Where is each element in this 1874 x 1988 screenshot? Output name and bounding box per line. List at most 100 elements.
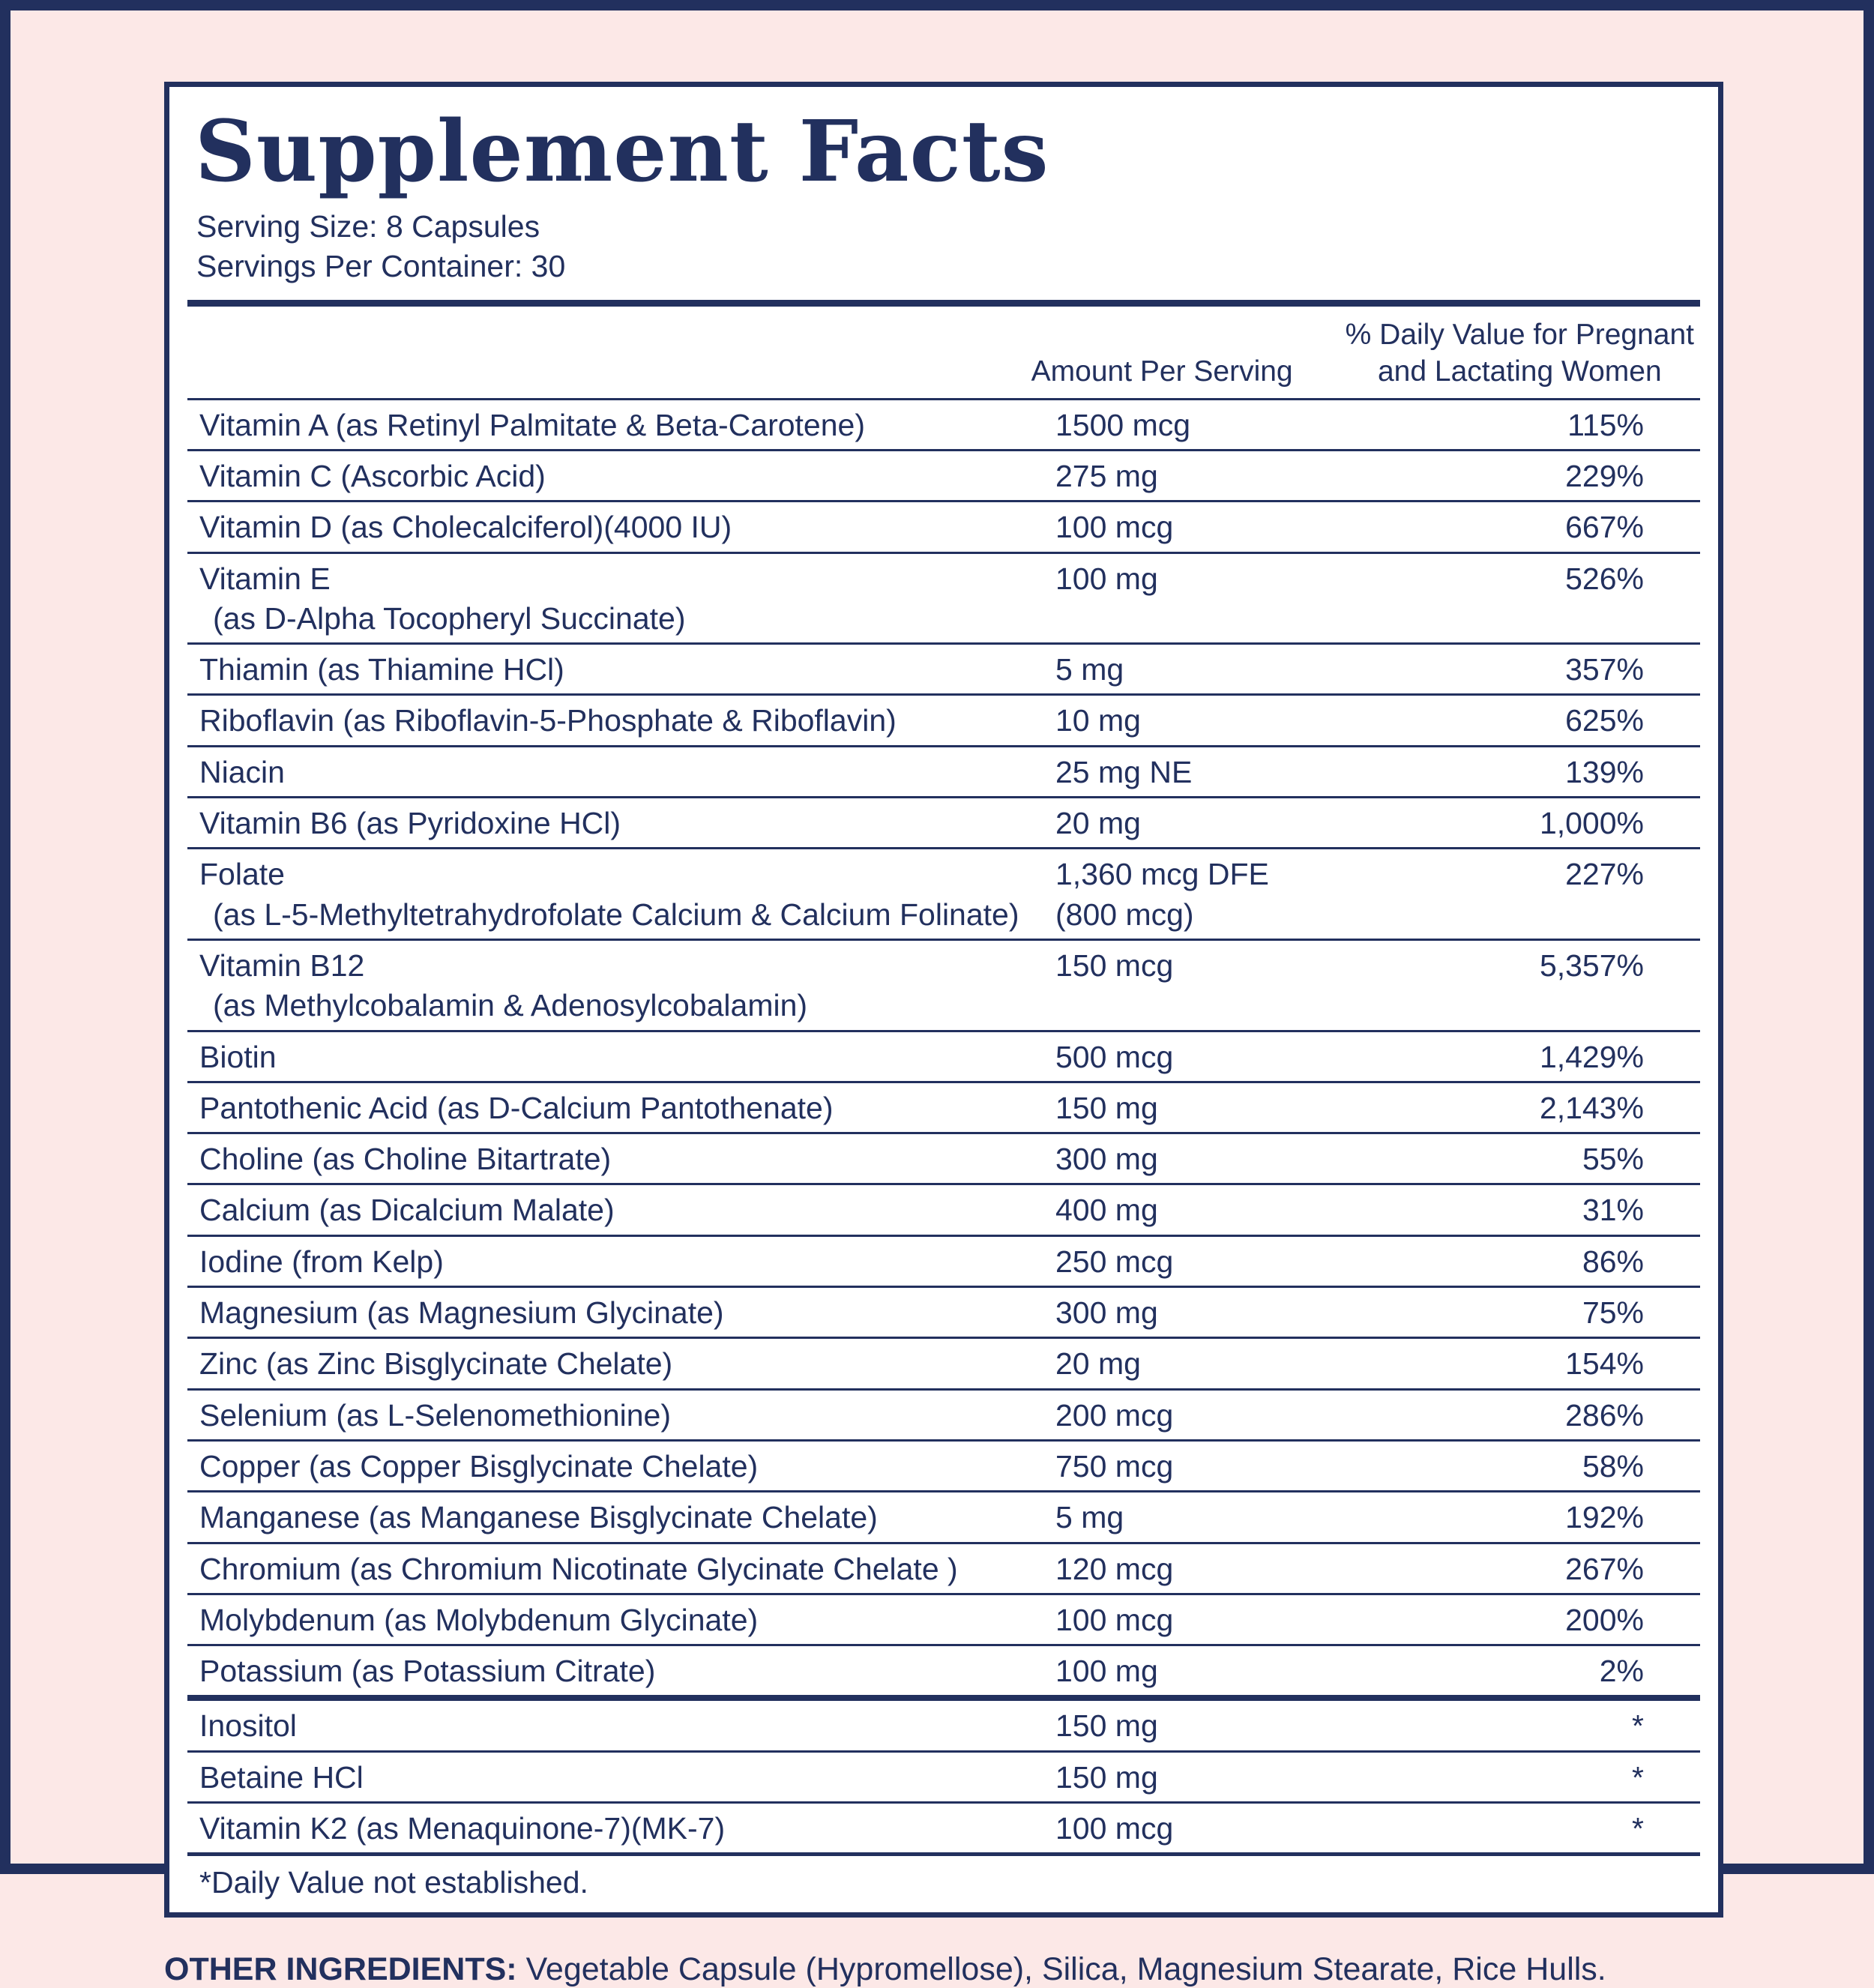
table-row: Calcium (as Dicalcium Malate) 400 mg 31% bbox=[187, 1183, 1700, 1234]
nutrient-daily-value: 75% bbox=[1582, 1295, 1644, 1331]
table-row: Vitamin B6 (as Pyridoxine HCl) 20 mg 1,000… bbox=[187, 796, 1700, 847]
nutrient-name: Niacin bbox=[199, 754, 285, 789]
nutrient-name: Zinc (as Zinc Bisglycinate Chelate) bbox=[199, 1346, 673, 1382]
table-row: Chromium (as Chromium Nicotinate Glycina… bbox=[187, 1541, 1700, 1593]
table-row: Potassium (as Potassium Citrate) 100 mg 2% bbox=[187, 1644, 1700, 1695]
nutrient-daily-value: * bbox=[1632, 1708, 1644, 1744]
nutrient-name: Vitamin E (as D-Alpha Tocopheryl Succinat… bbox=[199, 561, 686, 636]
nutrient-name: Inositol bbox=[199, 1708, 297, 1744]
nutrient-amount: 750 mcg bbox=[1055, 1448, 1174, 1484]
nutrient-name: Selenium (as L-Selenomethionine) bbox=[199, 1397, 672, 1433]
nutrient-name: Folate (as L-5-Methyltetrahydrofolate Cal… bbox=[199, 857, 1019, 932]
facts-rows: Vitamin A (as Retinyl Palmitate & Beta-C… bbox=[187, 397, 1700, 1696]
nutrient-name: Betaine HCl bbox=[199, 1759, 364, 1795]
table-row: Iodine (from Kelp) 250 mcg 86% bbox=[187, 1234, 1700, 1286]
nutrient-daily-value: 667% bbox=[1565, 510, 1644, 545]
nutrient-daily-value: 526% bbox=[1565, 561, 1644, 596]
nutrient-name: Chromium (as Chromium Nicotinate Glycina… bbox=[199, 1551, 958, 1586]
table-row: Riboflavin (as Riboflavin-5-Phosphate & … bbox=[187, 693, 1700, 744]
table-row: Copper (as Copper Bisglycinate Chelate) 7… bbox=[187, 1439, 1700, 1490]
nutrient-name: Magnesium (as Magnesium Glycinate) bbox=[199, 1295, 724, 1331]
table-row: Betaine HCl 150 mg * bbox=[187, 1750, 1700, 1801]
nutrient-daily-value: 625% bbox=[1565, 703, 1644, 738]
serving-info: Serving Size: 8 Capsules Servings Per Co… bbox=[184, 207, 1703, 287]
table-row: Thiamin (as Thiamine HCl) 5 mg 357% bbox=[187, 642, 1700, 693]
nutrient-daily-value: 55% bbox=[1582, 1142, 1644, 1177]
nutrient-amount: 100 mg bbox=[1055, 1654, 1158, 1689]
nutrient-daily-value: 2,143% bbox=[1539, 1090, 1644, 1125]
nutrient-daily-value: 2% bbox=[1599, 1654, 1644, 1689]
table-row: Inositol 150 mg * bbox=[187, 1695, 1700, 1750]
table-row: Vitamin C (Ascorbic Acid) 275 mg 229% bbox=[187, 448, 1700, 500]
nutrient-amount: 25 mg NE bbox=[1055, 754, 1193, 789]
other-ingredients-text: Vegetable Capsule (Hypromellose), Silica… bbox=[525, 1951, 1606, 1988]
nutrient-amount: 20 mg bbox=[1055, 806, 1141, 841]
nutrient-daily-value: * bbox=[1632, 1811, 1644, 1846]
facts-table: Amount Per Serving % Daily Value for Pre… bbox=[187, 300, 1700, 1852]
nutrient-amount: 250 mcg bbox=[1055, 1244, 1174, 1279]
nutrient-daily-value: 5,357% bbox=[1539, 948, 1644, 983]
nutrient-amount: 200 mcg bbox=[1055, 1397, 1174, 1433]
nutrient-amount: 150 mg bbox=[1055, 1759, 1158, 1795]
nutrient-name: Iodine (from Kelp) bbox=[199, 1244, 444, 1279]
table-row: Manganese (as Manganese Bisglycinate Che… bbox=[187, 1490, 1700, 1541]
table-row: Biotin 500 mcg 1,429% bbox=[187, 1029, 1700, 1081]
nutrient-amount: 10 mg bbox=[1055, 703, 1141, 738]
facts-extra-rows: Inositol 150 mg * Betaine HCl 150 mg * Vitamin… bbox=[187, 1695, 1700, 1852]
nutrient-daily-value: 58% bbox=[1582, 1448, 1644, 1484]
nutrient-daily-value: 229% bbox=[1565, 458, 1644, 493]
nutrient-daily-value: 200% bbox=[1565, 1602, 1644, 1637]
nutrient-daily-value: 31% bbox=[1582, 1193, 1644, 1228]
table-row: Choline (as Choline Bitartrate) 300 mg 55% bbox=[187, 1132, 1700, 1183]
nutrient-daily-value: 286% bbox=[1565, 1397, 1644, 1433]
servings-per-container: Servings Per Container: 30 bbox=[196, 248, 566, 283]
nutrient-name: Pantothenic Acid (as D-Calcium Pantothen… bbox=[199, 1090, 834, 1125]
nutrient-amount: 100 mg bbox=[1055, 561, 1158, 596]
nutrient-amount: 275 mg bbox=[1055, 458, 1158, 493]
nutrient-amount: 120 mcg bbox=[1055, 1551, 1174, 1586]
nutrient-name: Riboflavin (as Riboflavin-5-Phosphate & … bbox=[199, 703, 897, 738]
daily-value-column-header: % Daily Value for Pregnant and Lactating… bbox=[1346, 317, 1694, 391]
other-ingredients-label: OTHER INGREDIENTS: bbox=[164, 1951, 517, 1988]
nutrient-daily-value: 1,429% bbox=[1539, 1039, 1644, 1074]
nutrient-name: Vitamin B12 (as Methylcobalamin & Adenosy… bbox=[199, 948, 808, 1023]
amount-column-header: Amount Per Serving bbox=[1031, 355, 1293, 388]
nutrient-amount: 150 mcg bbox=[1055, 948, 1174, 983]
supplement-facts-panel: Supplement Facts Serving Size: 8 Capsule… bbox=[164, 82, 1723, 1918]
panel-title: Supplement Facts bbox=[195, 103, 1049, 201]
nutrient-amount: 500 mcg bbox=[1055, 1039, 1174, 1074]
footnote: *Daily Value not established. bbox=[187, 1852, 1700, 1912]
nutrient-daily-value: 1,000% bbox=[1539, 806, 1644, 841]
table-row: Magnesium (as Magnesium Glycinate) 300 mg… bbox=[187, 1286, 1700, 1337]
table-row: Pantothenic Acid (as D-Calcium Pantothen… bbox=[187, 1080, 1700, 1132]
nutrient-amount: 300 mg bbox=[1055, 1295, 1158, 1331]
table-row: Selenium (as L-Selenomethionine) 200 mcg 2… bbox=[187, 1388, 1700, 1439]
daily-value-header-line1: % Daily Value for Pregnant bbox=[1345, 319, 1694, 352]
nutrient-daily-value: * bbox=[1632, 1759, 1644, 1795]
table-row: Niacin 25 mg NE 139% bbox=[187, 744, 1700, 796]
nutrient-name: Copper (as Copper Bisglycinate Chelate) bbox=[199, 1448, 759, 1484]
nutrient-amount: 5 mg bbox=[1055, 1500, 1124, 1535]
nutrient-name: Manganese (as Manganese Bisglycinate Che… bbox=[199, 1500, 878, 1535]
nutrient-amount: 100 mcg bbox=[1055, 510, 1174, 545]
nutrient-name: Vitamin B6 (as Pyridoxine HCl) bbox=[199, 806, 621, 841]
nutrient-daily-value: 192% bbox=[1565, 1500, 1644, 1535]
table-row: Zinc (as Zinc Bisglycinate Chelate) 20 mg… bbox=[187, 1337, 1700, 1388]
nutrient-name: Thiamin (as Thiamine HCl) bbox=[199, 652, 564, 687]
nutrient-amount: 1,360 mcg DFE (800 mcg) bbox=[1055, 857, 1269, 932]
nutrient-amount: 150 mg bbox=[1055, 1708, 1158, 1744]
table-row: Molybdenum (as Molybdenum Glycinate) 100 … bbox=[187, 1592, 1700, 1644]
table-row: Vitamin A (as Retinyl Palmitate & Beta-C… bbox=[187, 397, 1700, 449]
nutrient-daily-value: 139% bbox=[1565, 754, 1644, 789]
nutrient-name: Choline (as Choline Bitartrate) bbox=[199, 1142, 612, 1177]
nutrient-amount: 300 mg bbox=[1055, 1142, 1158, 1177]
nutrient-amount: 1500 mcg bbox=[1055, 407, 1191, 442]
other-ingredients: OTHER INGREDIENTS: Vegetable Capsule (Hy… bbox=[164, 1951, 1864, 1988]
nutrient-name: Biotin bbox=[199, 1039, 277, 1074]
nutrient-name: Vitamin C (Ascorbic Acid) bbox=[199, 458, 546, 493]
nutrient-amount: 5 mg bbox=[1055, 652, 1124, 687]
nutrient-amount: 150 mg bbox=[1055, 1090, 1158, 1125]
nutrient-amount: 400 mg bbox=[1055, 1193, 1158, 1228]
nutrient-daily-value: 86% bbox=[1582, 1244, 1644, 1279]
